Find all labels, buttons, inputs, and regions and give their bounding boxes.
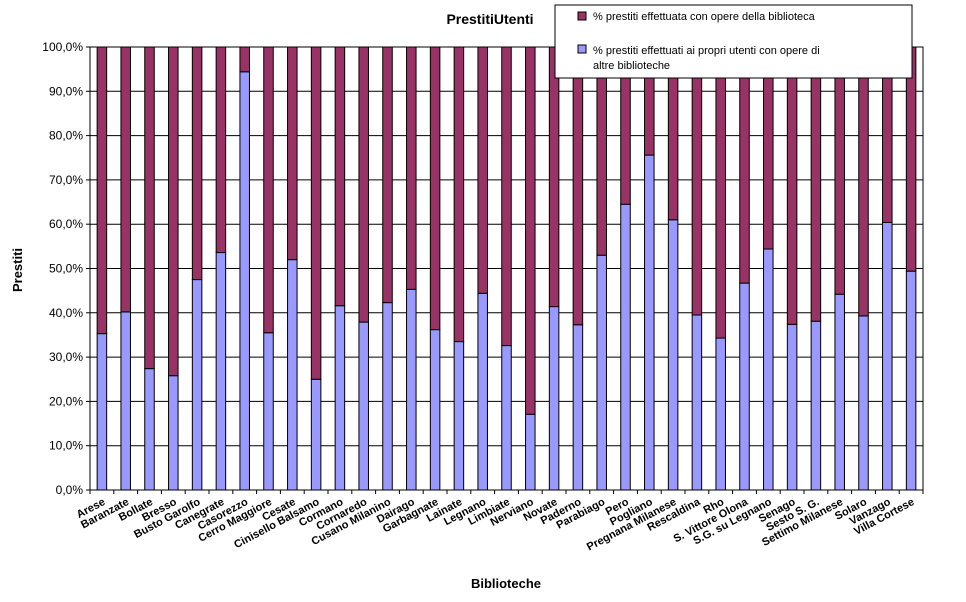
bar-other-libraries (596, 254, 607, 491)
chart-title: PrestitiUtenti (446, 11, 533, 27)
bar-own-library (144, 46, 155, 370)
bar-own-library (453, 46, 465, 343)
bar-other-libraries (834, 293, 845, 491)
bar-other-libraries (168, 375, 179, 491)
bar-other-libraries (810, 320, 822, 491)
legend-label-own: % prestiti effettuata con opere della bi… (593, 11, 816, 23)
bar-own-library (382, 46, 393, 304)
y-tick-label: 30,0% (49, 350, 83, 364)
bar-own-library (358, 46, 369, 323)
bar-other-libraries (453, 341, 465, 491)
bar-other-libraries (501, 345, 512, 491)
y-tick-label: 40,0% (49, 306, 83, 320)
bar-own-library (810, 46, 822, 322)
y-tick-label: 50,0% (49, 262, 83, 276)
bar-own-library (406, 46, 417, 290)
bar-own-library (525, 46, 536, 415)
bar-own-library (96, 46, 108, 335)
bar-own-library (905, 46, 917, 272)
bar-own-library (858, 46, 869, 317)
bar-other-libraries (572, 324, 584, 491)
legend-box (554, 4, 913, 79)
bar-other-libraries (406, 288, 417, 491)
bar-own-library (263, 46, 274, 334)
bar-other-libraries (191, 279, 203, 491)
bar-other-libraries (310, 378, 322, 491)
bar-other-libraries (263, 332, 274, 491)
bar-own-library (501, 46, 512, 347)
bar-own-library (572, 46, 584, 326)
bar-other-libraries (120, 311, 131, 491)
bar-own-library (168, 46, 179, 377)
bar-own-library (215, 46, 227, 254)
bar-other-libraries (358, 321, 369, 491)
y-tick-label: 90,0% (49, 84, 83, 98)
bar-other-libraries (667, 219, 679, 491)
bar-other-libraries (763, 248, 774, 491)
y-tick-label: 60,0% (49, 217, 83, 231)
bar-own-library (691, 46, 703, 316)
bar-other-libraries (786, 323, 798, 491)
bar-other-libraries (739, 282, 750, 491)
bar-other-libraries (882, 221, 893, 491)
bar-other-libraries (144, 368, 155, 491)
y-axis-title: Prestiti (10, 248, 25, 292)
bar-other-libraries (644, 154, 655, 491)
bar-own-library (287, 46, 298, 261)
bar-other-libraries (477, 292, 488, 491)
bar-other-libraries (429, 329, 441, 491)
bar-other-libraries (334, 305, 346, 491)
y-tick-label: 100,0% (42, 40, 83, 54)
bar-own-library (477, 46, 488, 294)
bar-other-libraries (905, 270, 917, 491)
bar-own-library (191, 46, 203, 281)
bar-own-library (786, 46, 798, 325)
legend: % prestiti effettuata con opere della bi… (554, 4, 913, 79)
bar-own-library (715, 46, 726, 339)
y-tick-label: 10,0% (49, 439, 83, 453)
bar-own-library (429, 46, 441, 331)
bar-other-libraries (548, 306, 560, 491)
y-tick-label: 80,0% (49, 129, 83, 143)
bar-own-library (834, 46, 845, 295)
bar-other-libraries (382, 302, 393, 491)
x-axis-title: Biblioteche (471, 576, 541, 591)
bar-own-library (239, 46, 250, 73)
y-axis: 0,0% 10,0% 20,0% 30,0% 40,0% 50,0% 60,0% 70,0% 8… (42, 40, 90, 497)
bar-own-library (120, 46, 131, 313)
bar-other-libraries (215, 252, 227, 491)
bar-other-libraries (287, 259, 298, 491)
bar-own-library (548, 46, 560, 308)
legend-label-line: altre biblioteche (593, 60, 670, 72)
legend-swatch-other (577, 44, 587, 54)
bar-other-libraries (691, 314, 703, 491)
y-tick-label: 70,0% (49, 173, 83, 187)
bar-other-libraries (715, 337, 726, 491)
bar-own-library (739, 46, 750, 284)
legend-label-other: % prestiti effettuati ai propri utenti c… (593, 45, 820, 72)
bar-other-libraries (525, 413, 536, 491)
bars (96, 46, 917, 491)
bar-own-library (334, 46, 346, 307)
bar-other-libraries (620, 203, 631, 491)
bar-other-libraries (858, 315, 869, 491)
bar-other-libraries (239, 71, 250, 491)
bar-own-library (310, 46, 322, 380)
legend-label-line: % prestiti effettuati ai propri utenti c… (593, 45, 820, 57)
y-tick-label: 0,0% (56, 483, 84, 497)
bar-other-libraries (96, 333, 108, 491)
y-tick-label: 20,0% (49, 394, 83, 408)
legend-swatch-own (577, 11, 587, 21)
